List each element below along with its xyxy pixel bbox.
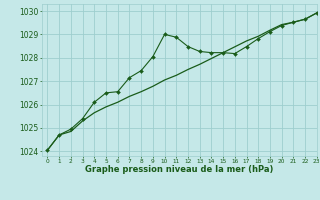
X-axis label: Graphe pression niveau de la mer (hPa): Graphe pression niveau de la mer (hPa) — [85, 165, 273, 174]
